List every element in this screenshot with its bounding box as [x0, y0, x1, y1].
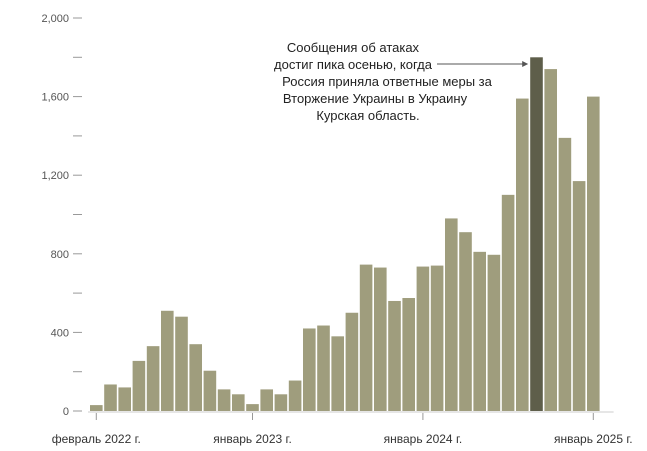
annotation-line: Вторжение Украины в Украину — [283, 91, 468, 106]
bar — [430, 265, 444, 411]
y-tick-label: 2,000 — [41, 13, 69, 25]
annotation-line: Курская область. — [316, 108, 419, 123]
bar — [558, 137, 572, 412]
x-tick-label: январь 2024 г. — [384, 432, 463, 446]
bar — [189, 344, 202, 411]
bar — [203, 370, 217, 411]
bar — [260, 389, 273, 411]
annotation: Сообщения об атаках достиг пика осенью, к… — [274, 40, 529, 123]
bar — [132, 360, 146, 411]
annotation-line: достиг пика осенью, когда — [274, 57, 433, 72]
bar-highlight — [530, 57, 543, 412]
bar — [246, 404, 259, 411]
bar — [146, 346, 160, 411]
x-tick-label: январь 2023 г. — [213, 432, 292, 446]
y-tick-label: 400 — [51, 327, 69, 339]
bar — [303, 328, 316, 411]
bar — [416, 266, 430, 411]
bar — [572, 181, 586, 411]
bar — [459, 232, 472, 411]
bar — [104, 384, 117, 411]
bar — [501, 194, 515, 411]
annotation-line: Россия приняла ответные меры за — [282, 74, 493, 89]
x-tick-label: январь 2025 г. — [554, 432, 633, 446]
bar — [317, 325, 330, 411]
bar — [274, 394, 288, 411]
annotation-arrow-head — [522, 61, 529, 67]
annotation-line: Сообщения об атаках — [287, 40, 420, 55]
bar — [445, 218, 458, 411]
bar — [487, 254, 501, 411]
bar — [175, 316, 188, 411]
bar — [288, 380, 302, 411]
bar — [161, 310, 174, 411]
bar — [217, 389, 231, 411]
y-tick-label: 800 — [51, 249, 69, 261]
bars — [90, 57, 600, 412]
bar — [345, 312, 359, 411]
x-tick-label: февраль 2022 г. — [52, 432, 141, 446]
y-tick-label: 0 — [63, 406, 69, 418]
bar — [90, 405, 103, 411]
bar — [118, 387, 131, 411]
bar — [516, 98, 529, 411]
bar — [473, 251, 486, 411]
bar — [232, 394, 245, 411]
x-axis: февраль 2022 г. январь 2023 г. январь 2024… — [52, 411, 633, 446]
bar — [331, 336, 344, 411]
y-tick-label: 1,200 — [41, 170, 69, 182]
bar — [374, 267, 387, 411]
y-tick-label: 1,600 — [41, 92, 69, 104]
bar — [388, 300, 401, 411]
bar — [402, 298, 415, 411]
bar — [587, 96, 600, 411]
bar — [544, 69, 557, 411]
y-axis: 0 400 800 1,200 1,600 2,000 — [41, 13, 82, 418]
bar — [359, 264, 373, 411]
